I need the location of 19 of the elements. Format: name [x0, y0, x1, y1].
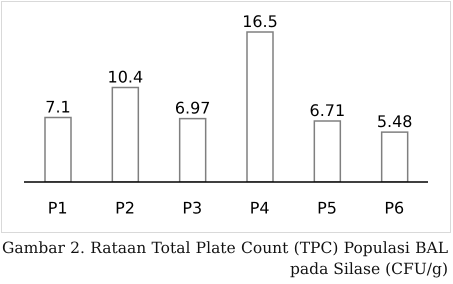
bar	[246, 31, 274, 182]
data-label: 6.97	[174, 98, 210, 118]
bar	[112, 86, 140, 182]
x-tick-label: P6	[384, 198, 404, 218]
x-tick-label: P4	[250, 198, 270, 218]
data-label: 6.71	[310, 101, 346, 120]
bar	[380, 131, 408, 182]
x-tick-label: P3	[182, 198, 202, 218]
x-tick-label: P1	[48, 198, 68, 218]
data-label: 5.48	[376, 112, 412, 132]
x-tick-label: P2	[115, 198, 135, 218]
text: Gambar 2. Rataan Total Plate Count (TPC) Populasi BAL pada Silase (CFU/g)	[2, 239, 448, 278]
bar	[314, 120, 342, 182]
x-tick-label: P5	[317, 198, 337, 218]
bar	[44, 116, 72, 182]
bar	[178, 118, 206, 182]
data-label: 10.4	[108, 67, 144, 86]
data-label: 7.1	[45, 97, 71, 116]
data-label: 16.5	[242, 12, 278, 31]
